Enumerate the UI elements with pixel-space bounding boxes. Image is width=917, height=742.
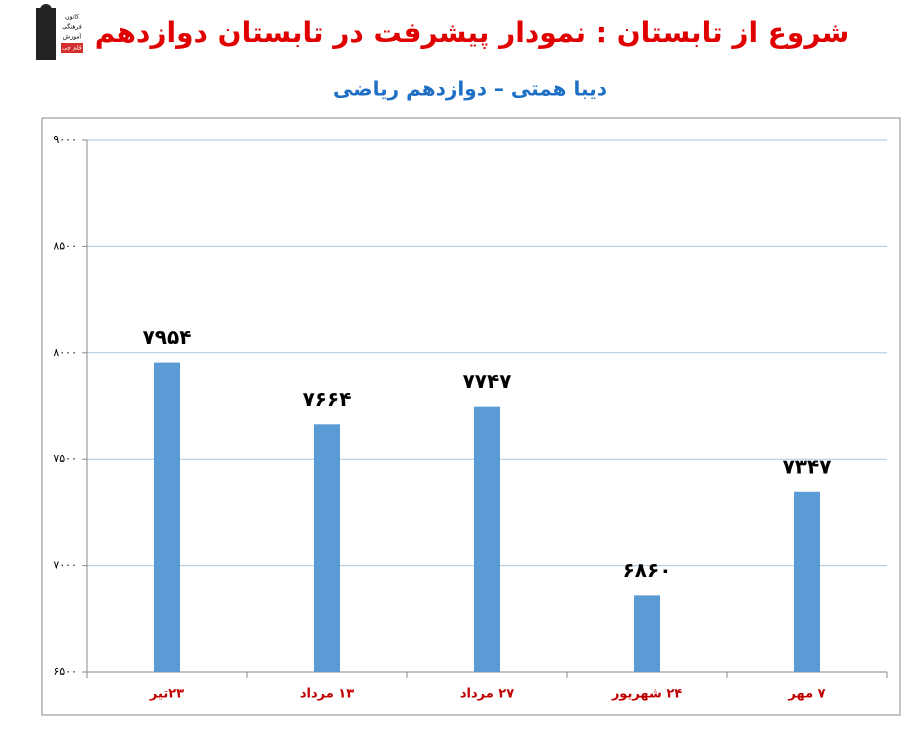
value-label: ۷۳۴۷: [783, 454, 832, 478]
bar: [314, 424, 340, 672]
logo-text: قلم چی: [62, 45, 82, 52]
logo-text: آموزش: [63, 32, 82, 41]
value-label: ۷۹۵۴: [143, 325, 192, 349]
value-label: ۷۶۶۴: [303, 387, 352, 411]
x-tick-label: ۲۷ مرداد: [460, 687, 514, 702]
value-label: ۷۷۴۷: [463, 369, 512, 393]
y-tick-label: ۷۰۰۰: [53, 559, 77, 572]
logo-text: کانون: [65, 14, 79, 21]
bar: [154, 362, 180, 672]
x-tick-label: ۲۳تیر: [149, 687, 184, 702]
logo-badge: [61, 43, 83, 53]
chart-title: شروع از تابستان : نمودار پیشرفت در تابست…: [95, 16, 850, 49]
logo: کانون فرهنگی آموزش قلم چی: [36, 4, 83, 60]
logo-text: فرهنگی: [62, 23, 82, 31]
logo-head: [40, 4, 52, 16]
plot-frame: [41, 117, 901, 716]
y-tick-label: ۸۵۰۰: [53, 239, 77, 252]
y-tick-label: ۶۵۰۰: [53, 665, 77, 678]
y-tick-label: ۷۵۰۰: [53, 452, 77, 465]
chart-subtitle: دیبا همتی – دوازدهم ریاضی: [333, 77, 607, 101]
x-tick-label: ۲۴ شهریور: [611, 687, 682, 702]
x-tick-label: ۱۳ مرداد: [300, 687, 354, 702]
value-label: ۶۸۶۰: [623, 558, 672, 582]
y-tick-label: ۹۰۰۰: [53, 133, 77, 146]
logo-figure: [36, 8, 56, 60]
bar: [794, 491, 820, 672]
x-tick-label: ۷ مهر: [787, 687, 825, 702]
bar: [474, 406, 500, 672]
bar: [634, 595, 660, 672]
y-tick-label: ۸۰۰۰: [53, 346, 77, 359]
